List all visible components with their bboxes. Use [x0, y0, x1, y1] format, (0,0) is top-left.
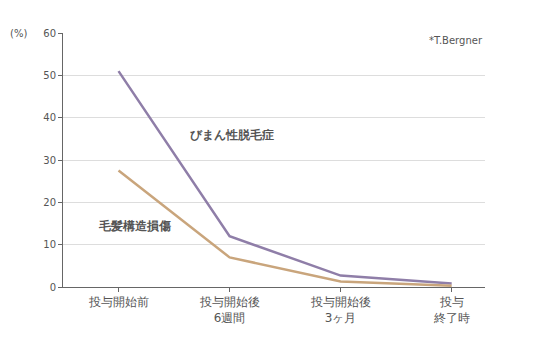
- svg-text:投与開始前: 投与開始前: [88, 295, 149, 309]
- svg-text:(%): (%): [10, 28, 27, 39]
- svg-text:40: 40: [43, 112, 56, 123]
- svg-text:0: 0: [50, 282, 56, 293]
- svg-text:投与開始後3ヶ月: 投与開始後3ヶ月: [310, 295, 371, 325]
- svg-text:毛髪構造損傷: 毛髪構造損傷: [98, 219, 171, 233]
- svg-text:50: 50: [43, 70, 56, 81]
- svg-text:60: 60: [43, 28, 56, 39]
- svg-text:びまん性脱毛症: びまん性脱毛症: [190, 128, 274, 142]
- svg-text:20: 20: [43, 197, 56, 208]
- svg-text:*T.Bergner: *T.Bergner: [429, 35, 483, 46]
- svg-text:30: 30: [43, 155, 56, 166]
- svg-text:10: 10: [43, 239, 56, 250]
- svg-text:投与開始後6週間: 投与開始後6週間: [199, 295, 260, 325]
- svg-text:投与終了時: 投与終了時: [433, 295, 470, 325]
